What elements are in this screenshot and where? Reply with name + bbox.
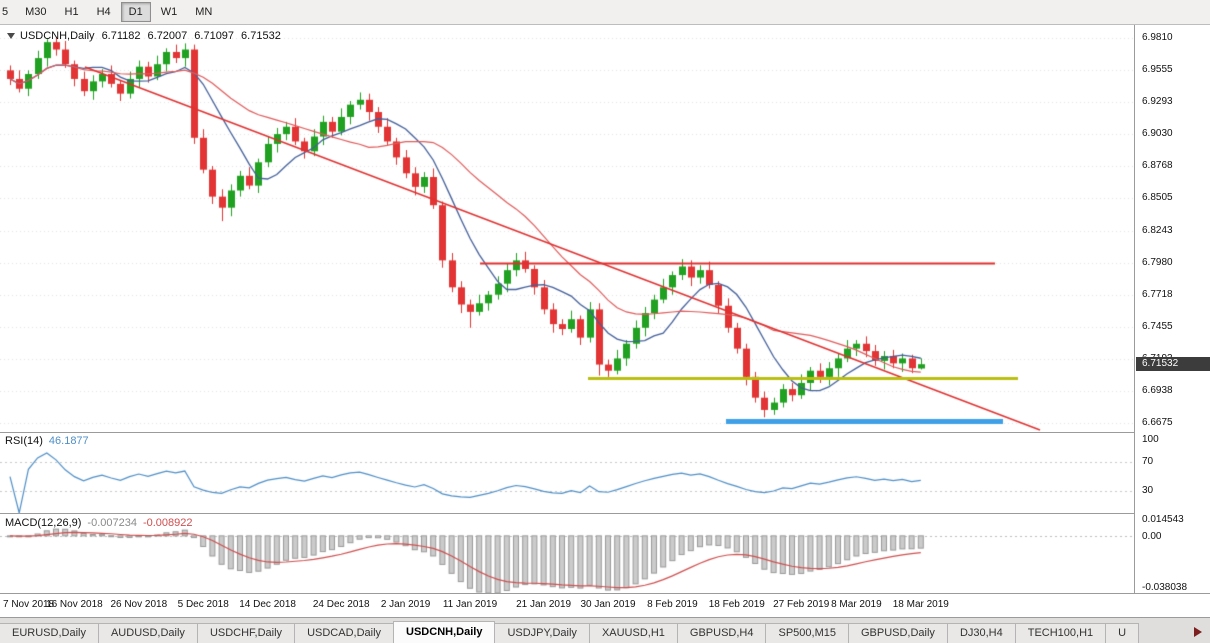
price-axis-label: 6.9030 <box>1142 128 1173 140</box>
chart-tab-GBPUSD-H4[interactable]: GBPUSD,H4 <box>676 623 767 643</box>
timeframe-button-H4[interactable]: H4 <box>96 6 111 18</box>
price-axis-label: 6.9810 <box>1142 32 1173 44</box>
date-axis-label: 8 Feb 2019 <box>647 599 698 610</box>
date-axis-label: 14 Dec 2018 <box>239 599 296 610</box>
macd-value: -0.007234 <box>87 517 137 529</box>
date-axis-label: 7 Nov 2018 <box>3 599 55 610</box>
chart-tab-TECH100-H1[interactable]: TECH100,H1 <box>1014 623 1107 643</box>
chart-tab-GBPUSD-Daily[interactable]: GBPUSD,Daily <box>847 623 948 643</box>
price-axis-label: 6.7980 <box>1142 256 1173 268</box>
chart-window: USDCNH,Daily 6.71182 6.72007 6.71097 6.7… <box>0 25 1210 618</box>
chart-tab-XAUUSD-H1[interactable]: XAUUSD,H1 <box>588 623 678 643</box>
rsi-value: 46.1877 <box>48 435 89 447</box>
ohlc-close: 6.71532 <box>241 30 281 42</box>
ohlc-low: 6.71097 <box>194 30 235 42</box>
date-axis-label: 11 Jan 2019 <box>442 599 498 610</box>
chart-tab-SP500-M15[interactable]: SP500,M15 <box>765 623 849 643</box>
date-axis-label: 18 Feb 2019 <box>708 599 765 610</box>
symbol-dropdown-icon[interactable] <box>7 33 15 39</box>
date-axis-label: 8 Mar 2019 <box>831 599 882 610</box>
chart-tab-USDJPY-Daily[interactable]: USDJPY,Daily <box>494 623 590 643</box>
rsi-axis-label: 30 <box>1142 485 1154 497</box>
chart-tab-EURUSD-Daily[interactable]: EURUSD,Daily <box>0 623 99 643</box>
chart-tab-U[interactable]: U <box>1105 623 1140 643</box>
timeframe-button-D1[interactable]: D1 <box>120 2 151 22</box>
chart-tab-USDCHF-Daily[interactable]: USDCHF,Daily <box>196 623 296 643</box>
rsi-axis-label: 100 <box>1142 434 1159 446</box>
macd-axis-label: 0.014543 <box>1142 514 1184 525</box>
timeframe-toolbar: 5 M30 H1 H4 D1 W1 MN <box>0 0 1210 25</box>
time-axis[interactable]: 7 Nov 2018 16 Nov 2018 26 Nov 2018 5 Dec 20… <box>0 593 1210 618</box>
timeframe-button-H1[interactable]: H1 <box>64 6 79 18</box>
rsi-panel-label: RSI(14) 46.1877 <box>5 435 89 447</box>
ohlc-open: 6.71182 <box>101 30 141 42</box>
macd-indicator-canvas[interactable] <box>0 514 1134 593</box>
date-axis-label: 5 Dec 2018 <box>177 599 229 610</box>
price-axis-label: 6.7455 <box>1142 321 1173 333</box>
date-axis-label: 24 Dec 2018 <box>312 599 370 610</box>
symbol-label: USDCNH,Daily <box>20 30 95 42</box>
current-price-badge: 6.71532 <box>1136 357 1210 372</box>
date-axis-label: 16 Nov 2018 <box>46 599 103 610</box>
rsi-indicator-canvas[interactable] <box>0 433 1134 513</box>
date-axis-label: 2 Jan 2019 <box>380 599 431 610</box>
price-axis-label: 6.6938 <box>1142 384 1173 396</box>
ohlc-high: 6.72007 <box>147 30 188 42</box>
price-axis-label: 6.9293 <box>1142 95 1173 107</box>
date-axis-label: 18 Mar 2019 <box>892 599 949 610</box>
macd-panel-label: MACD(12,26,9) -0.007234 -0.008922 <box>5 517 193 529</box>
price-axis-label: 6.8243 <box>1142 224 1173 236</box>
price-axis-label: 6.8768 <box>1142 160 1173 172</box>
panel-separator[interactable] <box>0 513 1210 514</box>
price-axis[interactable]: 6.9810 6.9555 6.9293 6.9030 6.8768 6.8505 6.82… <box>1134 25 1210 593</box>
macd-signal-value: -0.008922 <box>142 517 193 529</box>
price-chart-canvas[interactable] <box>0 25 1134 432</box>
date-axis-label: 26 Nov 2018 <box>110 599 168 610</box>
chart-tabs: EURUSD,Daily AUDUSD,Daily USDCHF,Daily USDC… <box>0 621 1140 643</box>
date-axis-label: 30 Jan 2019 <box>580 599 636 610</box>
chart-tab-USDCAD-Daily[interactable]: USDCAD,Daily <box>294 623 395 643</box>
timeframe-button-W1[interactable]: W1 <box>160 6 178 18</box>
chart-tab-AUDUSD-Daily[interactable]: AUDUSD,Daily <box>97 623 198 643</box>
chart-tabs-bar: EURUSD,Daily AUDUSD,Daily USDCHF,Daily USDC… <box>0 617 1210 643</box>
price-axis-label: 6.8505 <box>1142 192 1173 204</box>
price-axis-label: 6.9555 <box>1142 63 1173 75</box>
price-axis-label: 6.6675 <box>1142 416 1173 428</box>
price-axis-label: 6.7718 <box>1142 288 1173 300</box>
date-axis-label: 21 Jan 2019 <box>516 599 572 610</box>
macd-axis-label: 0.00 <box>1142 530 1162 542</box>
chart-tab-USDCNH-Daily[interactable]: USDCNH,Daily <box>393 621 496 643</box>
chart-header: USDCNH,Daily 6.71182 6.72007 6.71097 6.7… <box>7 30 288 42</box>
timeframe-button-5[interactable]: 5 <box>2 6 9 18</box>
date-axis-label: 27 Feb 2019 <box>773 599 830 610</box>
panel-separator[interactable] <box>0 432 1210 433</box>
chart-tab-DJ30-H4[interactable]: DJ30,H4 <box>946 623 1016 643</box>
rsi-axis-label: 70 <box>1142 456 1154 468</box>
timeframe-button-M30[interactable]: M30 <box>25 6 47 18</box>
timeframe-button-MN[interactable]: MN <box>195 6 213 18</box>
macd-axis-label: -0.038038 <box>1142 582 1188 593</box>
tabs-scroll-right-icon[interactable] <box>1194 627 1202 637</box>
rsi-label: RSI(14) <box>5 435 43 447</box>
macd-label: MACD(12,26,9) <box>5 517 82 529</box>
